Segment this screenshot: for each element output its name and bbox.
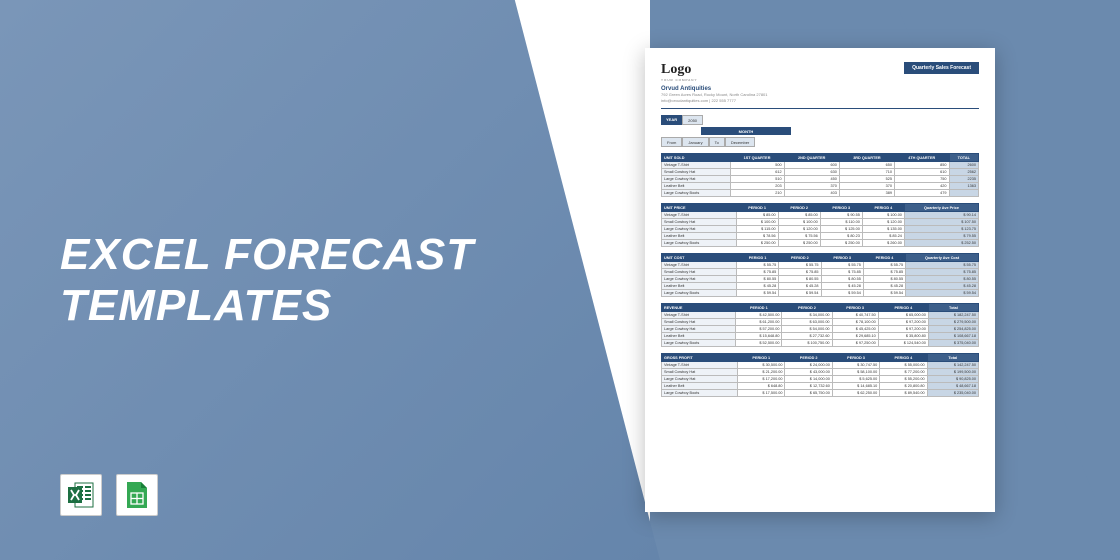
from-label: From: [661, 137, 682, 147]
table-row: Small Cowboy Hat6126307106102562: [662, 169, 979, 176]
table-row: Large Cowboy Hat5104505257502235: [662, 176, 979, 183]
table-row: Small Cowboy Hat$ 75.85$ 75.85$ 75.85$ 7…: [662, 269, 979, 276]
document-preview: Logo YOUR COMPANY Quarterly Sales Foreca…: [645, 48, 995, 512]
table-row: Large Cowboy Boots$ 52,500.00$ 100,750.0…: [662, 340, 979, 347]
table-row: Large Cowboy Hat$ 57,200.00$ 54,000.00$ …: [662, 326, 979, 333]
table-row: Vintage T-Shirt$ 55.75$ 55.75$ 55.75$ 55…: [662, 262, 979, 269]
title-line-2: TEMPLATES: [60, 281, 474, 332]
table-row: Leather Belt$ 648.80$ 12,732.60$ 14,685.…: [662, 383, 979, 390]
tables-container: UNIT SOLD1ST QUARTER2ND QUARTER3RD QUART…: [661, 153, 979, 397]
month-label: MONTH: [701, 127, 791, 135]
title-line-1: EXCEL FORECAST: [60, 230, 474, 281]
table-row: Large Cowboy Boots$ 17,500.00$ 65,750.00…: [662, 390, 979, 397]
table-row: Large Cowboy Boots210403389479: [662, 190, 979, 197]
month-header-row: MONTH: [701, 127, 979, 135]
excel-icon: [60, 474, 102, 516]
table-row: Vintage T-Shirt$ 85.00$ 85.00$ 90.55$ 10…: [662, 212, 979, 219]
file-type-icons: [60, 474, 158, 516]
table-row: Vintage T-Shirt$ 30,500.00$ 24,000.00$ 3…: [662, 362, 979, 369]
table-row: Leather Belt$ 15,648.80$ 27,732.60$ 29,6…: [662, 333, 979, 340]
table-row: Leather Belt$ 78.56$ 75.56$ 80.23$ 85.24…: [662, 233, 979, 240]
year-label: YEAR: [661, 115, 682, 125]
logo-subtitle: YOUR COMPANY: [661, 78, 697, 82]
to-value: December: [725, 137, 755, 147]
table-row: Vintage T-Shirt5006006508502600: [662, 162, 979, 169]
year-row: YEAR 2050: [661, 115, 979, 125]
table-unit-sold: UNIT SOLD1ST QUARTER2ND QUARTER3RD QUART…: [661, 153, 979, 197]
table-row: Leather Belt2033703704201363: [662, 183, 979, 190]
year-value: 2050: [682, 115, 703, 125]
table-unit-price: UNIT PRICEPERIOD 1PERIOD 2PERIOD 3PERIOD…: [661, 203, 979, 247]
table-unit-cost: UNIT COSTPERIOD 1PERIOD 2PERIOD 3PERIOD …: [661, 253, 979, 297]
month-row: From January To December: [661, 137, 979, 147]
page-title: EXCEL FORECAST TEMPLATES: [60, 230, 474, 331]
table-revenue: REVENUEPERIOD 1PERIOD 2PERIOD 3PERIOD 4T…: [661, 303, 979, 347]
doc-badge: Quarterly Sales Forecast: [904, 62, 979, 74]
table-row: Large Cowboy Hat$ 115.00$ 120.00$ 125.00…: [662, 226, 979, 233]
table-row: Large Cowboy Hat$ 80.55$ 80.55$ 80.55$ 8…: [662, 276, 979, 283]
table-row: Leather Belt$ 45.28$ 45.28$ 45.28$ 45.28…: [662, 283, 979, 290]
google-sheets-icon: [116, 474, 158, 516]
logo-text: Logo: [661, 62, 697, 78]
table-row: Small Cowboy Hat$ 21,200.00$ 43,000.00$ …: [662, 369, 979, 376]
table-row: Large Cowboy Hat$ 17,200.00$ 14,000.00$ …: [662, 376, 979, 383]
table-row: Small Cowboy Hat$ 100.00$ 100.00$ 110.00…: [662, 219, 979, 226]
table-row: Small Cowboy Hat$ 61,200.00$ 63,000.00$ …: [662, 319, 979, 326]
table-row: Large Cowboy Boots$ 59.54$ 59.54$ 59.54$…: [662, 290, 979, 297]
doc-header: Logo YOUR COMPANY Quarterly Sales Foreca…: [661, 62, 979, 82]
table-gross-profit: GROSS PROFITPERIOD 1PERIOD 2PERIOD 3PERI…: [661, 353, 979, 397]
logo-block: Logo YOUR COMPANY: [661, 62, 697, 82]
to-label: To: [709, 137, 725, 147]
divider: [661, 108, 979, 109]
company-contact: info@orvudantiquities.com | 222 555 7777: [661, 98, 979, 104]
from-value: January: [682, 137, 708, 147]
table-row: Vintage T-Shirt$ 42,500.00$ 34,000.00$ 4…: [662, 312, 979, 319]
table-row: Large Cowboy Boots$ 250.00$ 250.00$ 250.…: [662, 240, 979, 247]
